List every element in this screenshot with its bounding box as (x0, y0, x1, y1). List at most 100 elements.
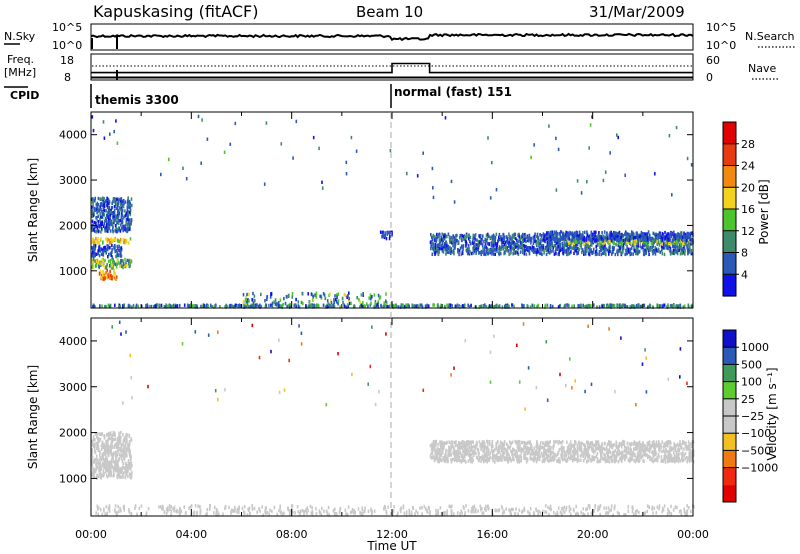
range-cell (619, 303, 621, 307)
range-cell (102, 200, 105, 205)
range-cell (441, 249, 444, 253)
range-cell (100, 226, 103, 230)
range-cell (107, 237, 109, 242)
range-cell (666, 449, 668, 453)
range-cell (99, 456, 102, 460)
range-cell (540, 246, 542, 250)
range-cell (560, 230, 562, 234)
range-cell (119, 467, 122, 471)
range-cell (615, 231, 617, 235)
range-cell (562, 251, 564, 255)
range-cell (117, 473, 119, 478)
range-cell (109, 451, 112, 455)
range-cell (116, 259, 119, 263)
range-cell (111, 250, 113, 255)
range-cell (531, 303, 534, 307)
range-cell (118, 435, 120, 439)
range-cell (647, 305, 649, 309)
range-cell (626, 251, 629, 256)
range-cell (680, 239, 683, 243)
range-cell (432, 195, 435, 200)
range-cell (335, 300, 338, 304)
range-cell (101, 463, 103, 468)
range-cell (119, 237, 122, 242)
range-cell (621, 251, 623, 255)
range-cell (98, 272, 101, 276)
range-cell (415, 304, 418, 308)
range-cell (494, 239, 496, 243)
range-cell (465, 452, 467, 457)
range-cell (335, 293, 338, 297)
range-cell (586, 230, 588, 234)
range-cell (561, 241, 563, 246)
range-cell (556, 238, 559, 242)
range-cell (252, 291, 254, 296)
range-cell (684, 241, 686, 245)
range-cell (274, 302, 277, 307)
range-cell (630, 233, 633, 238)
range-cell (628, 240, 631, 245)
range-cell (106, 275, 108, 280)
range-cell (648, 252, 650, 257)
range-cell (475, 451, 477, 456)
range-cell (463, 458, 466, 463)
range-cell (645, 453, 647, 457)
range-cell (94, 438, 96, 442)
range-cell (128, 453, 131, 457)
range-cell (660, 455, 663, 459)
range-cell (467, 237, 470, 241)
range-cell (596, 457, 599, 461)
range-cell (125, 220, 127, 224)
range-cell (655, 440, 658, 444)
range-cell (115, 254, 117, 259)
range-cell (687, 447, 690, 451)
y-tick-label: 4000 (59, 129, 87, 142)
range-cell (307, 292, 309, 296)
range-cell (644, 248, 646, 252)
range-cell (498, 237, 500, 242)
range-cell (157, 303, 159, 307)
range-cell (486, 247, 489, 251)
range-cell (255, 304, 257, 308)
range-cell (96, 225, 99, 230)
range-cell (598, 305, 601, 309)
range-cell (560, 453, 562, 457)
range-cell (116, 210, 119, 214)
range-cell (633, 244, 635, 249)
range-cell (652, 231, 655, 235)
range-cell (634, 305, 636, 309)
range-cell (103, 273, 106, 277)
range-cell (293, 303, 296, 307)
range-cell (638, 454, 641, 458)
range-cell (536, 247, 539, 252)
range-cell (438, 243, 440, 247)
range-cell (613, 236, 616, 241)
range-cell (114, 246, 116, 250)
range-cell (391, 233, 393, 237)
range-cell (362, 301, 364, 305)
range-cell (489, 196, 492, 200)
range-cell (427, 304, 430, 308)
range-cell (591, 440, 593, 445)
range-cell (362, 305, 364, 309)
range-cell (580, 246, 583, 250)
range-cell (131, 464, 133, 468)
range-cell (501, 305, 504, 309)
range-cell (588, 252, 591, 257)
range-cell (546, 440, 549, 444)
range-cell (577, 246, 579, 251)
range-cell (96, 473, 98, 477)
range-cell (126, 434, 128, 439)
range-cell (490, 448, 493, 453)
range-cell (105, 219, 108, 224)
range-cell (535, 252, 538, 257)
range-cell (611, 252, 613, 256)
range-cell (406, 171, 408, 176)
range-cell (127, 221, 130, 225)
range-cell (197, 114, 200, 119)
range-cell (578, 247, 580, 252)
range-cell (512, 246, 514, 250)
range-cell (108, 221, 111, 225)
range-cell (121, 209, 124, 213)
nave-line (91, 62, 693, 74)
